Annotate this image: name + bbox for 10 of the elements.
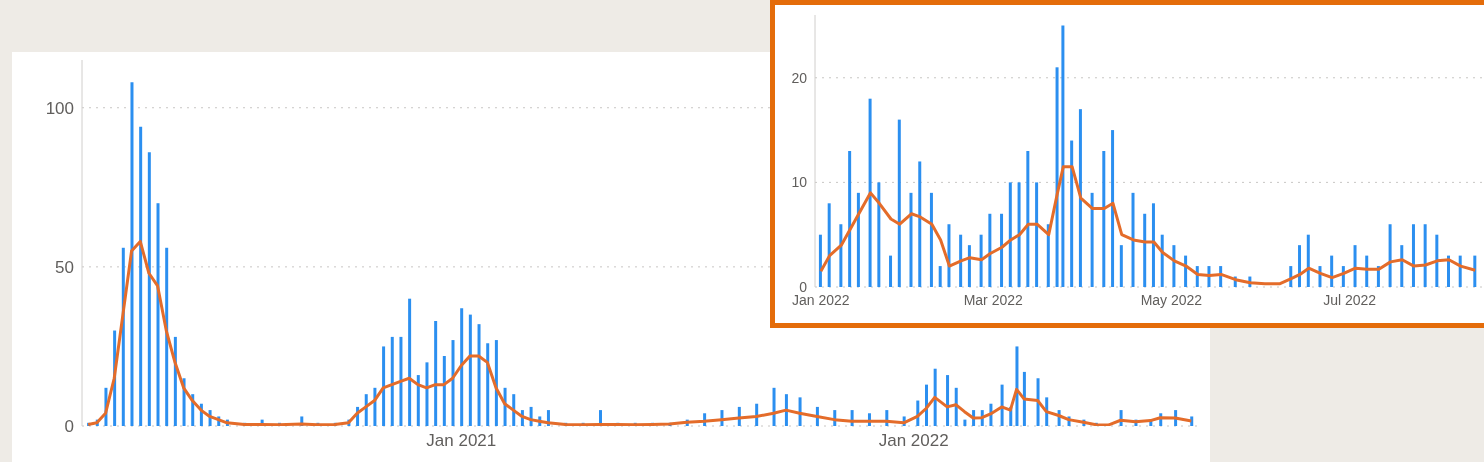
y-tick-label: 10	[791, 174, 808, 191]
y-tick-label: 100	[45, 98, 74, 118]
x-tick-label: May 2022	[1140, 291, 1203, 308]
y-tick-label: 20	[791, 69, 808, 86]
x-tick-label: Jul 2022	[1323, 291, 1377, 308]
y-tick-label: 0	[64, 417, 74, 437]
y-tick-label: 50	[55, 257, 74, 277]
x-tick-label: Jan 2022	[878, 431, 949, 451]
x-tick-label: Mar 2022	[963, 291, 1023, 308]
x-tick-label: Jan 2021	[426, 431, 497, 451]
